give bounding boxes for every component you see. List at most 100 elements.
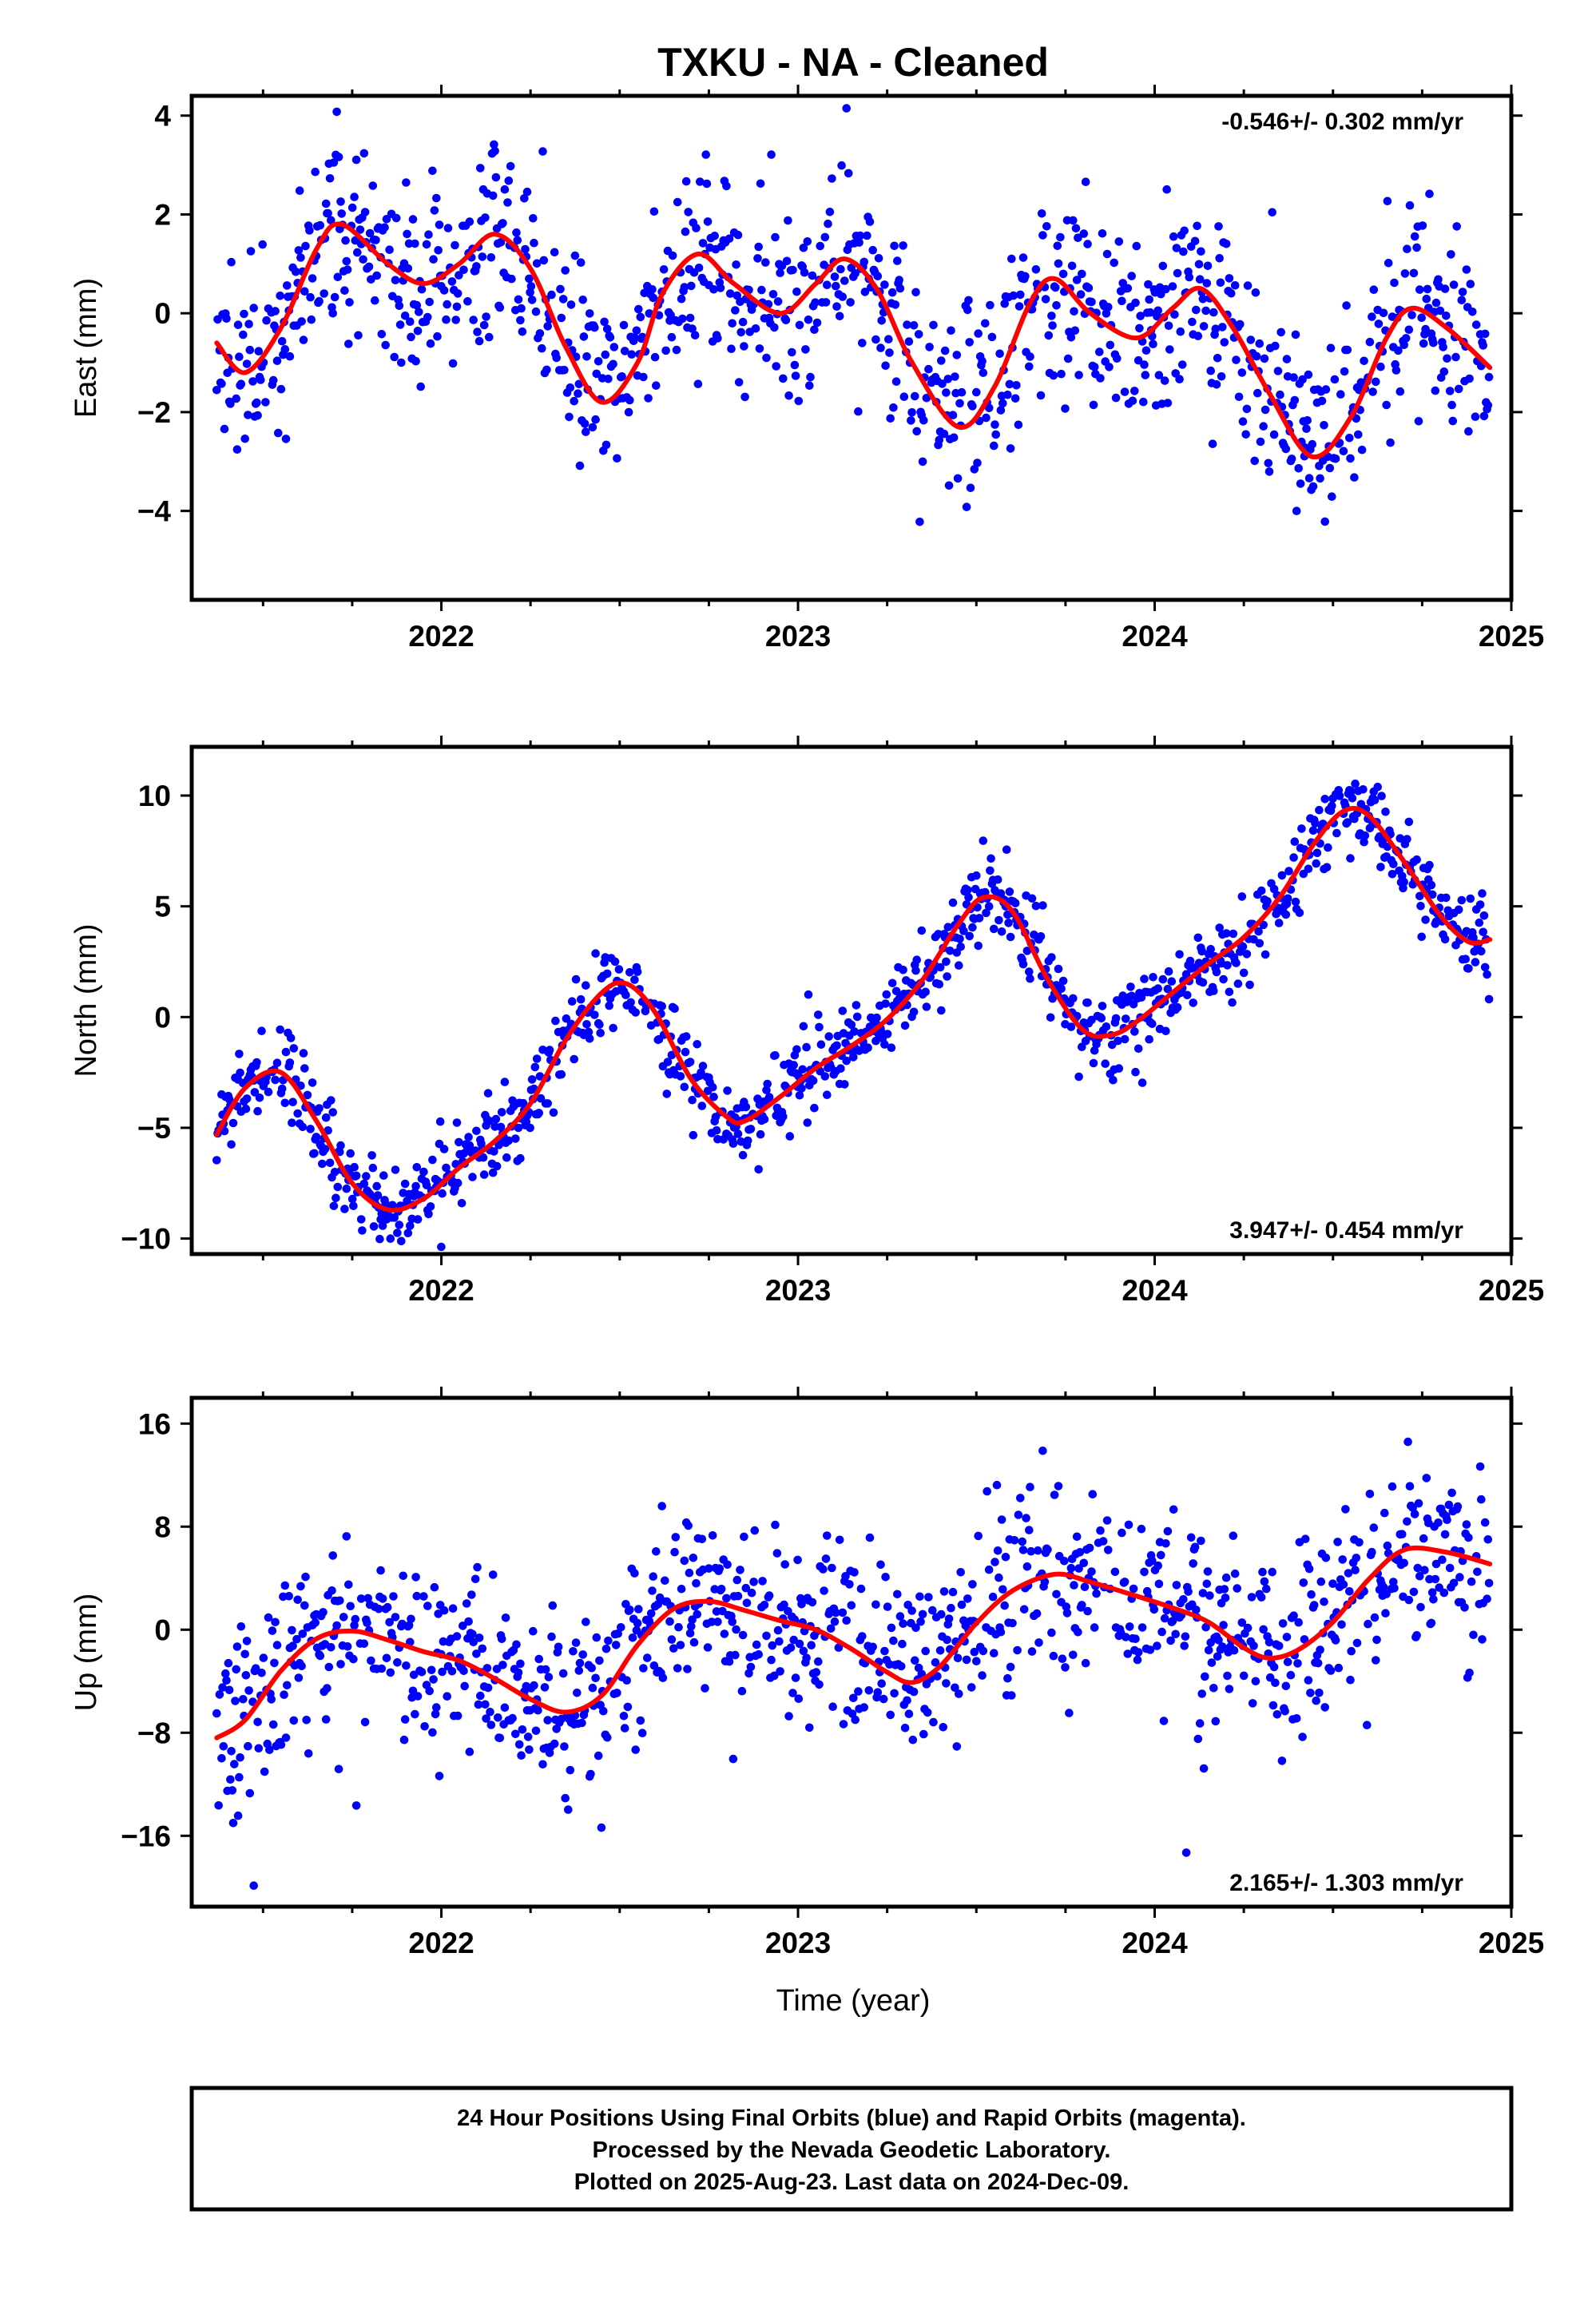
north-data-point [1164, 966, 1173, 976]
up-data-point [671, 1533, 681, 1542]
east-data-point [1139, 397, 1148, 407]
up-data-point [478, 1644, 487, 1653]
east-data-point [1396, 387, 1405, 396]
up-data-point [1120, 1578, 1130, 1586]
east-data-point [1296, 479, 1305, 488]
east-data-point [1237, 368, 1247, 377]
north-data-point [442, 1163, 451, 1173]
up-data-point [828, 1563, 836, 1573]
up-data-point [1025, 1526, 1034, 1534]
up-data-point [1080, 1582, 1090, 1592]
east-data-point [842, 104, 851, 113]
north-data-point [808, 1076, 818, 1086]
up-data-point [887, 1623, 896, 1633]
east-data-point [1193, 221, 1201, 231]
north-data-point [633, 967, 642, 976]
east-data-point [1407, 311, 1416, 320]
up-data-point [1218, 1642, 1227, 1651]
east-data-point [1079, 229, 1089, 238]
up-data-point [1272, 1710, 1282, 1719]
up-data-point [720, 1629, 729, 1638]
up-data-point [271, 1617, 280, 1627]
east-data-point [262, 316, 271, 325]
east-data-point [1251, 288, 1261, 297]
east-data-point [830, 272, 840, 281]
east-data-point [521, 244, 530, 254]
up-data-point [1389, 1578, 1398, 1586]
east-data-point [659, 265, 669, 274]
east-data-point [851, 269, 860, 278]
east-data-point [1479, 411, 1489, 421]
north-data-point [488, 1168, 498, 1177]
east-data-point [306, 292, 315, 302]
north-data-point [789, 1061, 798, 1070]
east-data-point [1215, 254, 1224, 263]
up-data-point [1239, 1671, 1249, 1681]
east-data-point [751, 324, 760, 333]
up-data-point [470, 1574, 480, 1584]
north-data-point [1263, 897, 1272, 906]
east-data-point [1074, 371, 1083, 379]
north-y-tick-label: 10 [138, 780, 171, 812]
up-data-point [1008, 1618, 1017, 1628]
up-data-point [1148, 1556, 1157, 1566]
east-data-point [762, 353, 771, 363]
up-data-point [1229, 1531, 1238, 1540]
north-data-point [602, 969, 612, 978]
up-data-point [812, 1668, 821, 1677]
north-data-point [257, 1026, 266, 1035]
up-data-point [1129, 1584, 1138, 1594]
east-data-point [479, 320, 489, 330]
north-data-point [308, 1078, 317, 1087]
east-data-point [876, 343, 885, 352]
east-data-point [650, 352, 660, 362]
east-data-point [413, 327, 423, 335]
up-data-point [933, 1672, 942, 1681]
up-data-point [864, 1686, 874, 1695]
up-data-point [685, 1629, 695, 1637]
up-data-point [1153, 1641, 1161, 1650]
up-data-point [1169, 1505, 1178, 1514]
up-data-point [776, 1667, 784, 1676]
north-data-point [1197, 947, 1206, 956]
up-data-point [665, 1617, 674, 1626]
north-data-point [403, 1228, 413, 1237]
north-data-point [676, 1072, 685, 1081]
up-data-point [588, 1683, 598, 1693]
east-data-point [757, 285, 766, 295]
up-data-point [482, 1664, 492, 1673]
east-data-point [1206, 366, 1215, 375]
east-data-point [451, 240, 459, 250]
up-data-point [729, 1754, 738, 1764]
east-data-point [820, 232, 830, 242]
up-data-point [883, 1602, 892, 1611]
up-data-point [452, 1632, 462, 1641]
up-data-point [947, 1603, 955, 1613]
up-data-point [1415, 1571, 1424, 1581]
east-data-point [1412, 243, 1421, 252]
north-data-point [1471, 958, 1480, 966]
up-data-point [669, 1644, 678, 1653]
up-data-point [1338, 1555, 1347, 1564]
up-data-point [1019, 1605, 1029, 1614]
north-data-point [1412, 855, 1421, 864]
east-data-point [740, 342, 748, 351]
east-data-point [359, 149, 369, 158]
north-data-point [400, 1179, 410, 1189]
east-data-point [1197, 247, 1205, 256]
up-data-point [523, 1733, 533, 1741]
east-data-point [1198, 295, 1208, 304]
north-data-point [1475, 900, 1485, 909]
north-data-point [621, 990, 630, 999]
up-data-point [1380, 1508, 1389, 1518]
east-data-point [627, 350, 637, 359]
north-data-point [543, 1099, 552, 1108]
north-data-point [1389, 859, 1398, 868]
up-data-point [935, 1646, 945, 1655]
east-data-point [943, 375, 953, 383]
east-data-point [784, 391, 793, 400]
north-data-point [1381, 808, 1390, 816]
north-data-point [1297, 824, 1306, 833]
east-data-point [412, 300, 422, 310]
up-data-point [795, 1639, 804, 1649]
